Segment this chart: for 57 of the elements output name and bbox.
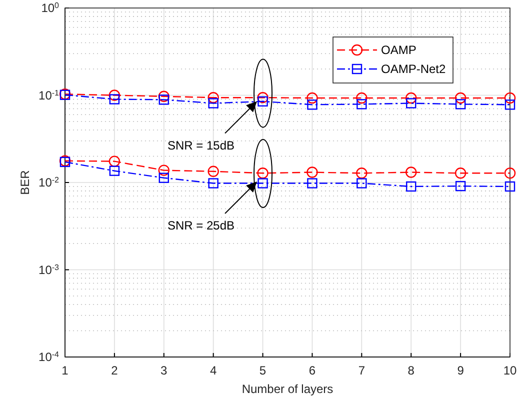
x-tick-label: 2	[111, 363, 118, 378]
annotation: SNR = 15dB	[168, 138, 235, 152]
point	[158, 164, 170, 176]
point	[257, 168, 268, 179]
y-tick-label: 10$^{-1}$	[38, 88, 60, 102]
x-tick-label: 5	[259, 363, 266, 378]
point	[307, 178, 318, 188]
x-tick-label: 8	[408, 363, 415, 378]
x-tick-label: 6	[308, 363, 316, 378]
point	[108, 156, 120, 167]
point	[454, 168, 466, 179]
point	[406, 98, 416, 108]
point	[208, 178, 218, 188]
point	[356, 168, 368, 179]
point	[307, 100, 318, 110]
point	[208, 98, 218, 108]
legend-label: OAMP-Net2	[381, 62, 446, 76]
point	[258, 178, 268, 188]
x-tick-label: 10	[503, 363, 517, 378]
point	[406, 181, 416, 192]
point	[306, 166, 318, 178]
point	[108, 90, 120, 101]
point	[356, 99, 367, 110]
y-tick-label: 10$^{-3}$	[38, 262, 60, 277]
point	[455, 180, 466, 192]
point	[208, 92, 219, 104]
point	[504, 181, 516, 192]
point	[406, 92, 417, 104]
y-tick-label: 10$^{-2}$	[38, 175, 60, 190]
point	[257, 92, 268, 104]
point	[356, 178, 367, 188]
point	[455, 99, 466, 110]
point	[158, 172, 169, 183]
point	[356, 92, 368, 104]
x-tick-label: 4	[210, 363, 217, 378]
point	[158, 94, 169, 105]
legend-label: OAMP	[381, 43, 416, 58]
point	[454, 92, 466, 104]
y-axis-title: BER	[18, 170, 32, 195]
point	[504, 92, 516, 104]
y-tick-label: 10$^{-4}$	[38, 350, 60, 364]
point	[306, 92, 318, 104]
x-tick-label: 7	[358, 363, 366, 378]
x-tick-label: 3	[160, 363, 168, 378]
x-tick-label: 9	[457, 363, 464, 378]
point	[504, 100, 516, 110]
x-axis-title: Number of layers	[242, 382, 334, 396]
point	[208, 166, 219, 178]
x-tick-label: 1	[62, 363, 69, 378]
point	[109, 94, 120, 104]
point	[158, 90, 170, 102]
point	[406, 166, 417, 178]
annotation: SNR = 25dB	[168, 218, 235, 233]
point	[504, 168, 516, 179]
y-tick-label: 10$^{0}$	[41, 0, 60, 16]
point	[258, 96, 268, 107]
point	[109, 166, 120, 176]
